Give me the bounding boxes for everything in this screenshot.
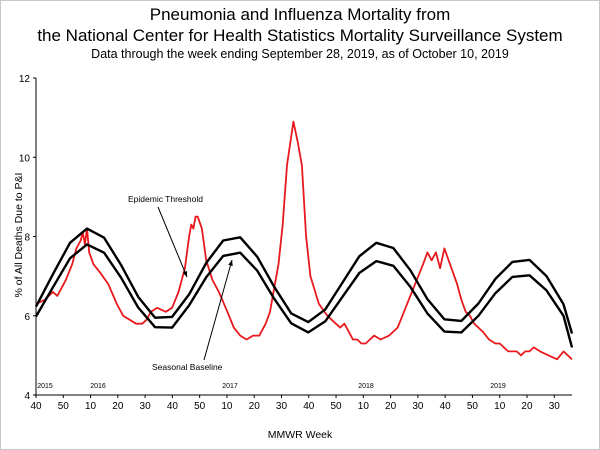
x-tick-label: 50 bbox=[194, 401, 206, 412]
x-tick-label: 10 bbox=[494, 401, 506, 412]
year-label: 2019 bbox=[490, 383, 506, 390]
x-tick-label: 50 bbox=[467, 401, 479, 412]
seasonal-baseline-line bbox=[34, 243, 574, 348]
x-tick-label: 20 bbox=[521, 401, 533, 412]
year-label: 2018 bbox=[358, 383, 374, 390]
x-tick-label: 20 bbox=[112, 401, 124, 412]
threshold-annotation-arrow-head bbox=[182, 271, 188, 277]
x-tick-label: 20 bbox=[385, 401, 397, 412]
x-tick-label: 50 bbox=[58, 401, 70, 412]
x-tick-label: 20 bbox=[249, 401, 261, 412]
x-tick-label: 30 bbox=[140, 401, 152, 412]
threshold-annotation-arrow-shaft bbox=[157, 206, 188, 278]
pi-mortality-series-line bbox=[35, 120, 573, 361]
x-tick-label: 30 bbox=[276, 401, 288, 412]
year-label: 2017 bbox=[222, 383, 238, 390]
x-tick-label: 40 bbox=[440, 401, 452, 412]
threshold-annotation-arrow bbox=[157, 206, 188, 278]
y-tick-label: 10 bbox=[19, 153, 31, 164]
baseline-annotation-arrow bbox=[203, 259, 233, 361]
epidemic-threshold-line bbox=[34, 227, 574, 334]
x-tick-label: 10 bbox=[85, 401, 97, 412]
x-tick-label: 40 bbox=[167, 401, 179, 412]
baseline-annotation-arrow-head bbox=[228, 260, 233, 266]
x-tick-label: 40 bbox=[30, 401, 42, 412]
x-tick-label: 10 bbox=[358, 401, 370, 412]
x-tick-label: 30 bbox=[412, 401, 424, 412]
baseline-annotation-label: Seasonal Baseline bbox=[152, 362, 223, 372]
chart-title: Pneumonia and Influenza Mortality from bbox=[149, 5, 451, 24]
x-tick-label: 50 bbox=[330, 401, 342, 412]
y-tick-label: 12 bbox=[19, 74, 31, 85]
year-label: 2016 bbox=[90, 383, 106, 390]
x-tick-label: 40 bbox=[303, 401, 315, 412]
y-tick-label: 4 bbox=[24, 391, 30, 402]
threshold-annotation-label: Epidemic Threshold bbox=[128, 194, 203, 204]
baseline-annotation-arrow-shaft bbox=[203, 259, 233, 361]
x-tick-label: 10 bbox=[221, 401, 233, 412]
y-axis-label: % of All Deaths Due to P&I bbox=[13, 173, 25, 298]
year-label: 2015 bbox=[37, 383, 53, 390]
y-tick-label: 8 bbox=[24, 233, 30, 244]
chart-title-line2: the National Center for Health Statistic… bbox=[37, 26, 563, 45]
chart-subtitle: Data through the week ending September 2… bbox=[91, 47, 509, 61]
x-axis-label: MMWR Week bbox=[268, 429, 333, 441]
x-tick-label: 30 bbox=[549, 401, 561, 412]
y-tick-label: 6 bbox=[24, 312, 30, 323]
